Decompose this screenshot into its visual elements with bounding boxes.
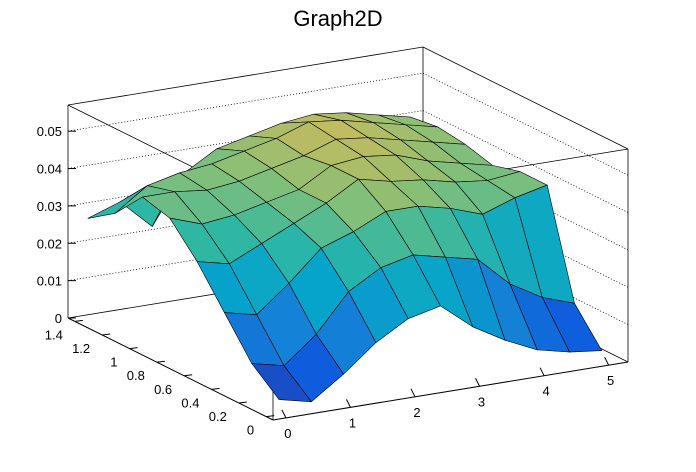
x-tick	[475, 378, 480, 387]
grid-line	[422, 110, 629, 213]
box-edge	[67, 46, 424, 106]
y-tick	[184, 374, 193, 377]
box-edge	[422, 46, 629, 150]
y-tick	[129, 347, 138, 350]
x-tick-label: 5	[607, 373, 614, 388]
x-tick	[346, 399, 351, 408]
grid-line	[422, 72, 629, 176]
x-tick-label: 1	[349, 415, 356, 430]
y-tick	[74, 319, 83, 322]
z-tick-label: 0	[55, 311, 62, 326]
z-tick-label: 0.04	[37, 162, 62, 177]
z-tick-label: 0.02	[37, 236, 62, 251]
x-tick	[410, 388, 416, 398]
x-axis	[272, 361, 629, 421]
y-tick	[211, 387, 220, 390]
z-tick-label: 0.01	[37, 274, 62, 289]
y-tick	[156, 360, 165, 363]
z-tick-label: 0.05	[37, 124, 62, 139]
surface-cell	[251, 363, 312, 403]
x-tick-label: 4	[542, 384, 549, 399]
x-tick	[281, 409, 287, 419]
z-tick-label: 0.03	[37, 199, 62, 214]
y-tick-label: 1.2	[72, 341, 90, 356]
y-tick-label: 0	[247, 423, 254, 438]
x-tick-label: 3	[478, 394, 485, 409]
chart-title: Graph2D	[293, 6, 382, 31]
y-tick	[102, 333, 111, 336]
y-tick-label: 0.2	[209, 409, 227, 424]
y-tick-label: 0.4	[181, 395, 199, 410]
x-tick	[539, 367, 545, 376]
y-tick	[238, 401, 247, 404]
x-tick-label: 2	[413, 405, 420, 420]
y-tick-label: 0.8	[127, 368, 145, 383]
x-tick	[604, 356, 610, 366]
y-tick-label: 0.6	[154, 382, 172, 397]
y-tick	[266, 415, 275, 418]
y-tick-label: 1	[110, 355, 117, 370]
y-tick-label: 1.4	[45, 327, 63, 342]
x-tick-label: 0	[284, 426, 291, 441]
